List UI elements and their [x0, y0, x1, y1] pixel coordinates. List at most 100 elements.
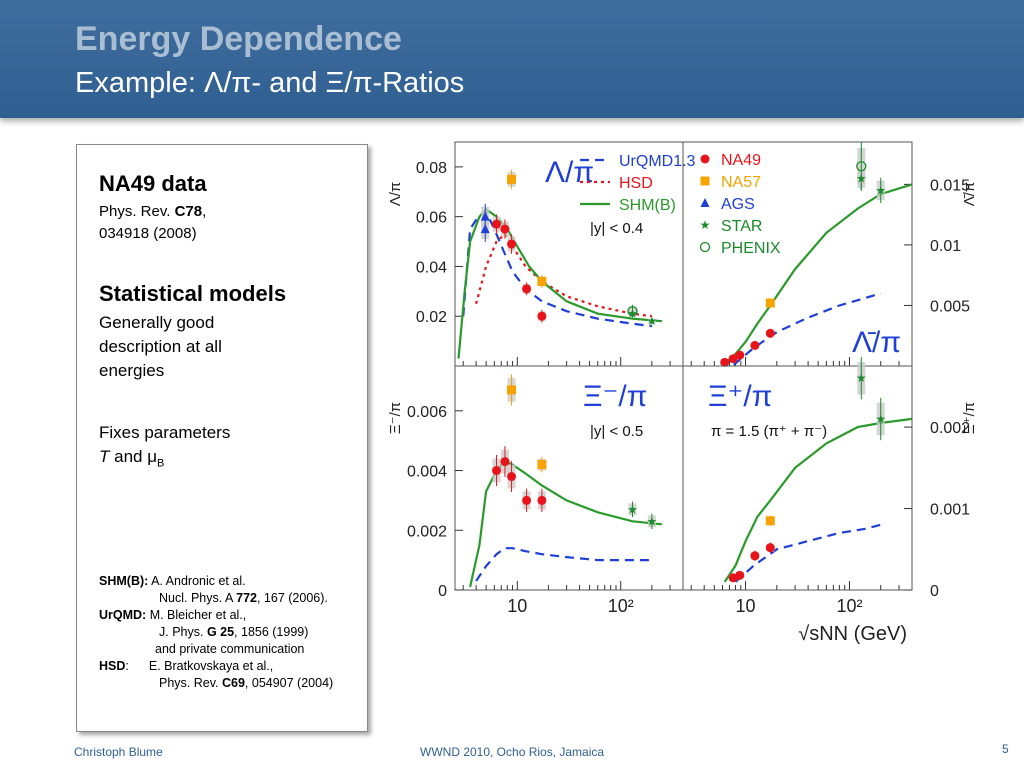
legend-exp-marker-2 [700, 198, 710, 207]
panel-antilambda-ytick-label-0: 0.005 [930, 298, 970, 315]
panel-lambda-point-7-ags [480, 211, 490, 221]
panel-lambda-ytick-label-0: 0.02 [416, 309, 447, 326]
legend-model-label-1: HSD [619, 175, 653, 192]
xtick-label-xiplus-1: 10² [836, 596, 862, 616]
fixes-and: and μ [109, 447, 157, 466]
legend-exp-marker-4 [699, 241, 711, 253]
legend-model-label-2: SHM(B) [619, 197, 676, 214]
panel-xiplus-annotation: π = 1.5 (π⁺ + π⁻) [711, 423, 827, 440]
panel-lambda-point-10-star: ★ [646, 314, 657, 328]
panel-lambda-point-5-na57 [507, 174, 517, 184]
panel-xiplus-point-3-na49 [765, 543, 775, 553]
legend-exp-marker-3: ★ [700, 218, 711, 232]
panel-antilambda-point-4-na49 [765, 328, 775, 338]
ref-urqmd-label: UrQMD: [99, 608, 147, 622]
ref-urqmd-line2: J. Phys. G 25, 1856 (1999) [99, 624, 359, 641]
page-number: 5 [1002, 742, 1009, 756]
ref-shm-line2-post: , 167 (2006). [256, 591, 328, 605]
panel-lambda-point-6-na57 [537, 276, 547, 286]
legend-exp-label-0: NA49 [721, 152, 761, 169]
panel-lambda-point-11-phenix [627, 306, 638, 317]
panel-lambda-point-4-na49 [537, 311, 547, 321]
legend-exp-label-2: AGS [721, 196, 755, 213]
panel-ximinus-curve-shmb [469, 460, 663, 588]
panel-lambda-curve-hsd [475, 232, 653, 318]
panel-antilambda-point-1-na49 [728, 354, 738, 364]
xtick-label-xiplus-0: 10 [736, 596, 756, 616]
panel-antilambda-point-6-star: ★ [856, 171, 867, 185]
panel-antilambda-point-8-phenix [856, 161, 867, 172]
panel-antilambda-ylabel: Λ̄/π [961, 182, 978, 207]
panel-antilambda-point-7-star: ★ [875, 183, 886, 197]
panel-xiplus-point-1-na49 [735, 570, 745, 580]
ratio-chart: 0.02 0.04 0.06 0.08 Λ/π |y| < 0.4 ★ ★ 0.005 0.01 0… [387, 141, 978, 645]
panel-ximinus-point-4-na49 [537, 495, 547, 505]
panel-ximinus-curve-urqmd13 [475, 547, 652, 582]
xtick-label-ximinus-0: 10 [507, 596, 527, 616]
ref-shm-line2-pre: Nucl. Phys. A [159, 591, 237, 605]
panel-antilambda-point-2-na49 [735, 350, 745, 360]
panel-lambda-annotation: |y| < 0.4 [590, 220, 643, 237]
panel-antilambda-point-3-na49 [750, 340, 760, 350]
panel-lambda-ytick-label-1: 0.04 [416, 259, 447, 276]
panel-xiplus-ytick-label-0: 0 [930, 583, 939, 600]
panel-lambda-ytick-label-3: 0.08 [416, 160, 447, 177]
legend-exp-label-3: STAR [721, 218, 762, 235]
footer-conference: WWND 2010, Ocho Rios, Jamaica [420, 745, 605, 759]
legend-exp-marker-0 [700, 154, 710, 164]
na49-ref-prefix: Phys. Rev. [99, 203, 175, 220]
legend-exp-label-4: PHENIX [721, 240, 781, 257]
panel-ximinus-ytick-label-0: 0 [438, 583, 447, 600]
panel-xiplus-label: Ξ⁺/π [708, 380, 772, 413]
ref-urqmd-line3: and private communication [155, 642, 305, 656]
ref-shm-line2: Nucl. Phys. A 772, 167 (2006). [99, 590, 359, 607]
panel-lambda-point-9-star: ★ [627, 307, 638, 321]
ref-shm-line2-vol: 772 [236, 591, 257, 605]
panel-antilambda-ytick-label-2: 0.015 [930, 177, 970, 194]
fixes-text: Fixes parameters T and μB [99, 421, 230, 475]
panel-ximinus-ytick-label-1: 0.002 [407, 523, 447, 540]
panel-ximinus-point-7-star: ★ [627, 502, 638, 516]
panel-lambda-label: Λ/π [545, 156, 594, 189]
panel-ximinus-ytick-label-2: 0.004 [407, 464, 447, 481]
ref-hsd-label: HSD [99, 659, 126, 673]
ref-hsd-line2: Phys. Rev. C69, 054907 (2004) [99, 675, 359, 692]
ref-hsd: HSD: E. Bratkovskaya et al., [99, 658, 359, 675]
ref-hsd-line2-post: , 054907 (2004) [244, 676, 334, 690]
panel-lambda-ylabel: Λ/π [387, 182, 404, 207]
panel-xiplus-frame [682, 365, 913, 591]
panel-antilambda-point-5-na57 [765, 298, 775, 308]
ref-hsd-line1: E. Bratkovskaya et al., [148, 659, 274, 673]
panel-ximinus-label: Ξ⁻/π [583, 380, 647, 413]
info-box: NA49 data Phys. Rev. C78, 034918 (2008) … [76, 144, 368, 732]
xtick-label-ximinus-1: 10² [608, 596, 634, 616]
panel-lambda-curve-urqmd13 [462, 210, 653, 328]
na49-ref-volume: C78 [174, 203, 203, 220]
legend-model-label-0: UrQMD1.3 [619, 153, 696, 170]
ref-shm: SHM(B): A. Andronic et al. [99, 573, 359, 590]
ref-hsd-line2-pre: Phys. Rev. [159, 676, 222, 690]
panel-xiplus-point-2-na49 [750, 551, 760, 561]
fixes-sub: B [157, 457, 165, 470]
slide-subtitle: Example: Λ/π- and Ξ/π-Ratios [75, 67, 465, 99]
panel-ximinus-ylabel: Ξ⁻/π [387, 402, 404, 434]
panel-xiplus-point-4-na57 [765, 516, 775, 526]
ref-shm-line1: A. Andronic et al. [148, 574, 246, 588]
panel-xiplus-curve-urqmd13 [734, 523, 881, 583]
x-axis-label: √sNN (GeV) [798, 623, 907, 645]
models-text: Generally good description at all energi… [99, 313, 222, 380]
panel-lambda-point-8-ags [480, 224, 490, 234]
panel-lambda-point-2-na49 [507, 239, 517, 249]
panel-antilambda-point-0-na49 [720, 357, 730, 367]
panel-antilambda-curve-shmb [723, 183, 913, 365]
ref-hsd-line2-vol: C69 [221, 676, 245, 690]
slide-header: Energy Dependence Example: Λ/π- and Ξ/π-… [0, 0, 1024, 118]
slide-title: Energy Dependence [75, 20, 402, 58]
panel-ximinus-point-0-na49 [492, 466, 502, 476]
panel-ximinus-annotation: |y| < 0.5 [590, 423, 643, 440]
ref-hsd-colon: : [125, 659, 129, 673]
panel-ximinus-point-5-na57 [507, 385, 517, 395]
ref-shm-label: SHM(B): [99, 574, 149, 588]
panel-ximinus-point-8-star: ★ [646, 514, 657, 528]
